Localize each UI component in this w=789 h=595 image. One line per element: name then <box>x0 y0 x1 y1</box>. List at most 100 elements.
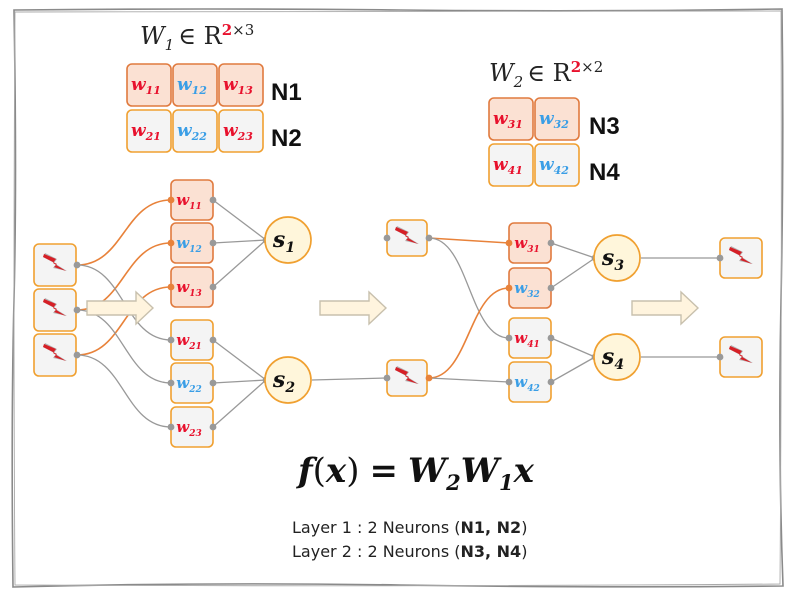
edge-w2-to-neuron4 <box>550 356 596 383</box>
in-dot-w1-6 <box>167 423 175 431</box>
net-weight-w12: w12 <box>170 222 214 264</box>
net-weight-w23: w23 <box>170 406 214 448</box>
svg-text:s4: s4 <box>601 344 624 373</box>
svg-text:w42: w42 <box>539 155 569 177</box>
caption-line-1-prefix: Layer 1 : 2 Neurons ( <box>292 518 460 537</box>
neuron-s3: s3 <box>593 234 641 282</box>
w1-row-label-n2: N2 <box>271 125 302 152</box>
hidden-output-node-1 <box>386 219 428 257</box>
edge-w2-to-neuron3 <box>550 337 596 358</box>
edge-s2-to-mid <box>311 377 388 381</box>
frame <box>11 8 784 588</box>
caption: Layer 1 : 2 Neurons (N1, N2) Layer 2 : 2… <box>292 518 527 561</box>
edge-mid2-to-w42 <box>428 377 510 383</box>
mid1-in-dot <box>383 234 391 242</box>
svg-text:W1∈ R2×3: W1 ∈ R2×3 <box>140 21 254 54</box>
net-weight-w31: w31 <box>508 222 552 264</box>
mid1-out-dot <box>425 234 433 242</box>
svg-text:w21: w21 <box>176 331 201 352</box>
in-dot-w2-2 <box>505 284 513 292</box>
svg-text:w23: w23 <box>223 121 253 143</box>
svg-text:Layer 2 : 2 Neurons (N3, N4): Layer 2 : 2 Neurons (N3, N4) <box>292 542 527 561</box>
in-dot-w1-5 <box>167 379 175 387</box>
w2-row-label-n3: N3 <box>589 113 620 140</box>
svg-text:w42: w42 <box>514 373 539 394</box>
svg-text:w13: w13 <box>176 278 201 299</box>
out-dot-w1-2 <box>209 239 217 247</box>
w1-cell-11: w11 <box>126 63 172 107</box>
svg-text:w23: w23 <box>176 418 201 439</box>
edge-mid1-to-w31 <box>428 237 510 244</box>
input-node-1 <box>33 243 77 287</box>
svg-text:f(x)=W2W1x: f(x) = W2W1x <box>296 451 535 495</box>
edge-w1-to-neuron1 <box>212 199 267 241</box>
formula: f(x) = W2W1x <box>296 451 535 495</box>
svg-text:w31: w31 <box>493 109 523 131</box>
svg-text:w22: w22 <box>176 374 201 395</box>
out-in-dot-2 <box>716 353 724 361</box>
svg-text:s1: s1 <box>272 227 295 256</box>
connection-lines <box>76 199 721 428</box>
edge-w1-to-neuron4 <box>212 339 267 381</box>
in-dot-w1-4 <box>167 336 175 344</box>
input-out-dot-3 <box>73 351 81 359</box>
w1-cell-23: w23 <box>218 109 264 153</box>
svg-text:w32: w32 <box>514 279 539 300</box>
svg-text:w11: w11 <box>131 75 161 97</box>
output-node-2 <box>719 336 763 378</box>
svg-text:w32: w32 <box>539 109 569 131</box>
out-dot-w1-4 <box>209 336 217 344</box>
w2-row-label-n4: N4 <box>589 159 620 186</box>
svg-text:w41: w41 <box>493 155 523 177</box>
w1-cell-22: w22 <box>172 109 218 153</box>
w2-cell-42: w42 <box>534 143 580 187</box>
out-dot-w1-5 <box>209 379 217 387</box>
svg-text:w12: w12 <box>177 75 207 97</box>
out-dot-w2-4 <box>547 378 555 386</box>
svg-text:w13: w13 <box>223 75 253 97</box>
w1-cell-21: w21 <box>126 109 172 153</box>
edge-w1-to-neuron5 <box>212 379 267 384</box>
in-dot-w1-3 <box>167 283 175 291</box>
flow-arrow-3 <box>631 290 700 326</box>
caption-line-2-prefix: Layer 2 : 2 Neurons ( <box>292 542 460 561</box>
net-weight-w11: w11 <box>170 179 214 221</box>
out-dot-w2-1 <box>547 239 555 247</box>
w1-cell-12: w12 <box>172 63 218 107</box>
svg-text:w11: w11 <box>176 191 201 212</box>
edge-w1-to-neuron3 <box>212 239 267 288</box>
mid2-out-dot <box>425 374 433 382</box>
input-node-2 <box>33 288 77 332</box>
in-dot-w2-4 <box>505 378 513 386</box>
svg-text:w41: w41 <box>514 329 539 350</box>
input-out-dot-1 <box>73 261 81 269</box>
edge-input-to-w11 <box>76 199 172 266</box>
w1-row-label-n1: N1 <box>271 79 302 106</box>
edge-input-to-w16 <box>76 354 172 428</box>
in-dot-w2-3 <box>505 334 513 342</box>
edge-w1-to-neuron6 <box>212 379 267 428</box>
svg-text:w12: w12 <box>176 234 201 255</box>
hidden-output-node-2 <box>386 359 428 397</box>
out-in-dot-1 <box>716 254 724 262</box>
out-dot-w2-2 <box>547 284 555 292</box>
edge-mid1-to-w41 <box>428 237 510 339</box>
net-weight-w32: w32 <box>508 267 552 309</box>
caption-line-1-bold: N1, N2 <box>460 518 521 537</box>
net-weight-w41: w41 <box>508 317 552 359</box>
w1-header: W1 ∈ R2×3 <box>140 21 254 54</box>
edge-mid2-to-w32 <box>428 287 510 379</box>
net-weight-w21: w21 <box>170 319 214 361</box>
input-node-3 <box>33 333 77 377</box>
mid2-in-dot <box>383 374 391 382</box>
edge-w2-to-neuron2 <box>550 257 596 289</box>
svg-text:w21: w21 <box>131 121 161 143</box>
svg-text:s2: s2 <box>272 367 295 396</box>
out-dot-w1-3 <box>209 283 217 291</box>
flow-arrow-2 <box>319 290 388 326</box>
edge-input-to-w13 <box>76 286 172 356</box>
out-dot-w1-1 <box>209 196 217 204</box>
svg-text:w22: w22 <box>177 121 207 143</box>
w2-matrix: w31 w32 N3 w41 w42 N4 <box>488 97 620 187</box>
